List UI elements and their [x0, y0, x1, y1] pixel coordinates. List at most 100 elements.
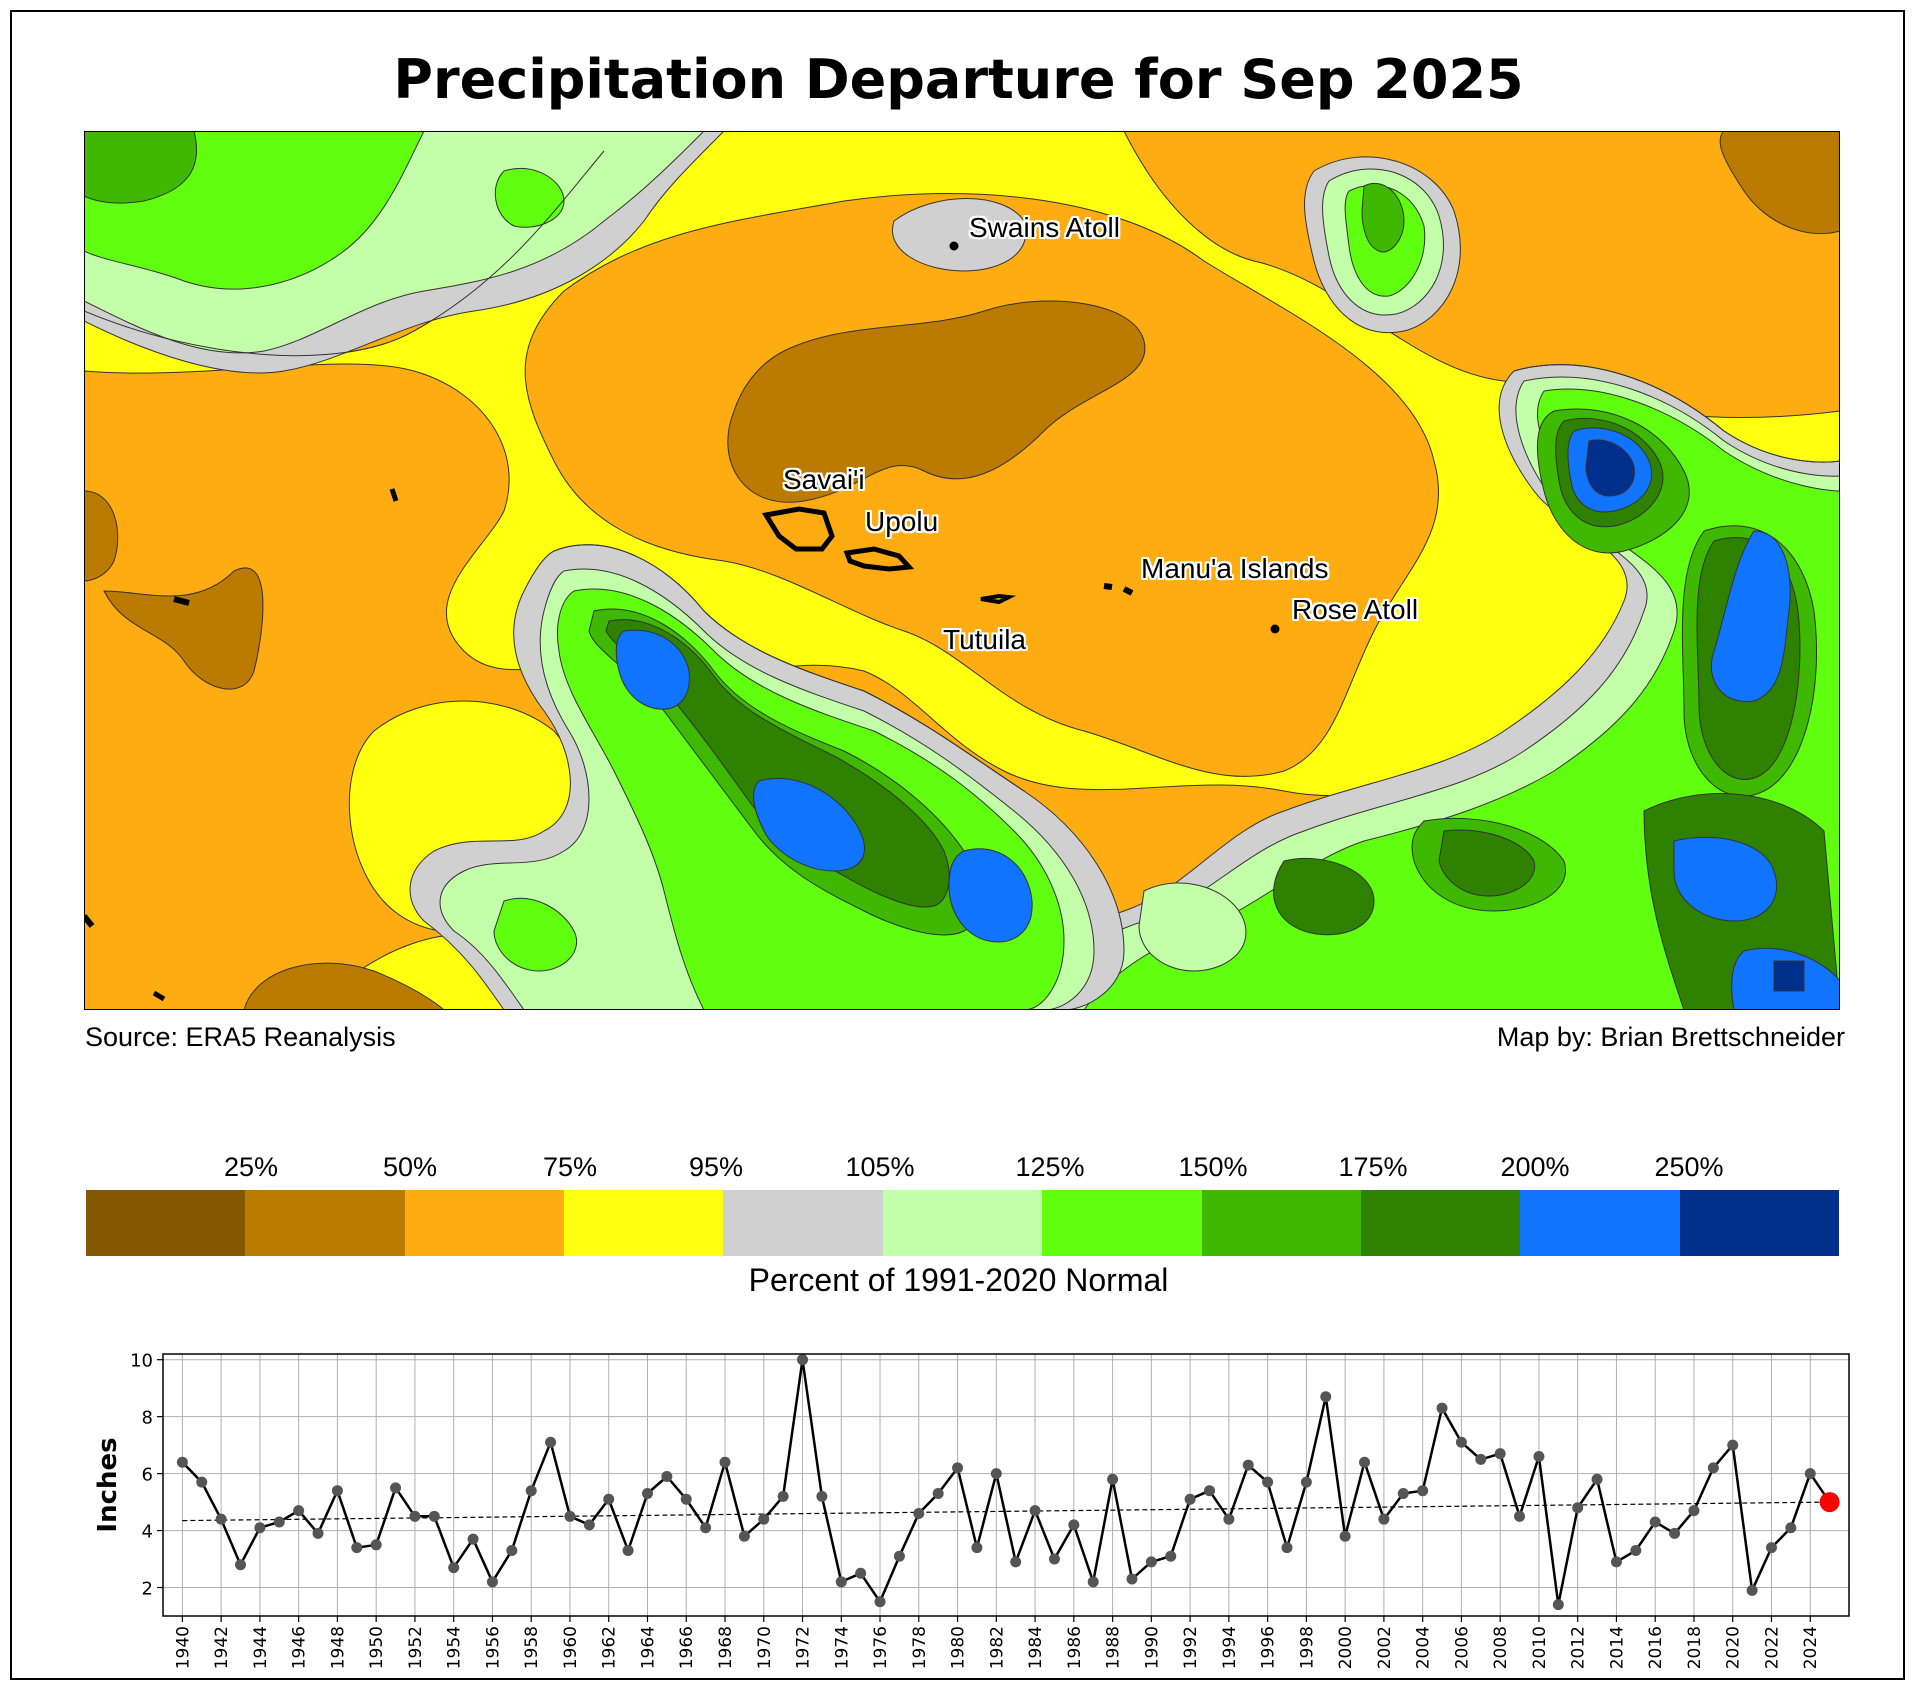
- chart-x-tick-label: 1978: [910, 1626, 930, 1669]
- legend-tick: 50%: [382, 1152, 438, 1182]
- chart-x-tick-label: 1976: [871, 1626, 891, 1669]
- chart-point: [932, 1488, 944, 1500]
- chart-x-tick-label: 1958: [522, 1626, 542, 1669]
- chart-point: [1339, 1530, 1351, 1542]
- place-label-manua-islands: Manu'a Islands: [1141, 553, 1329, 584]
- chart-point: [1242, 1459, 1254, 1471]
- chart-y-tick-label: 4: [142, 1522, 153, 1543]
- chart-x-tick-label: 2000: [1336, 1626, 1356, 1669]
- chart-y-tick-label: 6: [142, 1465, 153, 1486]
- chart-x-tick-label: 1944: [251, 1626, 271, 1669]
- chart-point: [641, 1488, 653, 1500]
- chart-y-axis-label: Inches: [93, 1437, 123, 1532]
- chart-point: [816, 1490, 828, 1502]
- chart-point: [661, 1470, 673, 1482]
- chart-x-tick-label: 1974: [832, 1626, 852, 1669]
- chart-point: [1010, 1556, 1022, 1568]
- chart-point: [622, 1545, 634, 1556]
- chart-y-tick-label: 2: [142, 1579, 153, 1600]
- chart-point: [1203, 1485, 1215, 1497]
- chart-point: [1785, 1522, 1797, 1534]
- chart-x-tick-label: 1942: [212, 1626, 232, 1669]
- chart-x-tick-label: 2014: [1607, 1626, 1627, 1669]
- chart-x-tick-label: 1956: [483, 1626, 503, 1669]
- chart-point: [1300, 1476, 1312, 1488]
- chart-point: [331, 1485, 343, 1497]
- chart-point: [1572, 1502, 1584, 1514]
- chart-x-tick-label: 2012: [1569, 1626, 1589, 1669]
- chart-point: [1184, 1493, 1196, 1505]
- chart-point: [1320, 1391, 1332, 1403]
- chart-x-tick-label: 1992: [1181, 1626, 1201, 1669]
- chart-x-tick-label: 1994: [1220, 1626, 1240, 1669]
- chart-point: [777, 1490, 789, 1502]
- chart-point: [1397, 1488, 1409, 1500]
- chart-point: [680, 1493, 692, 1505]
- time-series-chart: 2 4 6 8 10 1940 1942 1944 1946 1948 1950 1952 1954 1…: [0, 1340, 1917, 1685]
- chart-point: [1087, 1576, 1099, 1588]
- chart-point: [196, 1476, 208, 1488]
- chart-x-tick-label: 1954: [445, 1626, 465, 1669]
- chart-point: [700, 1522, 712, 1534]
- chart-point: [409, 1510, 421, 1522]
- chart-x-tick-label: 2018: [1685, 1626, 1705, 1669]
- chart-point: [855, 1567, 867, 1579]
- chart-x-tick-label: 1972: [794, 1626, 814, 1669]
- legend-color-swatch: [564, 1190, 724, 1256]
- chart-x-tick-label: 1982: [987, 1626, 1007, 1669]
- chart-point: [1068, 1519, 1080, 1531]
- chart-point: [564, 1510, 576, 1522]
- chart-point: [1359, 1456, 1371, 1468]
- legend-color-swatch: [723, 1190, 883, 1256]
- place-label-upolu: Upolu: [865, 506, 939, 537]
- legend-color-swatch: [1360, 1190, 1521, 1256]
- legend-tick: 75%: [542, 1152, 598, 1182]
- legend-color-swatch: [882, 1190, 1043, 1256]
- chart-point: [990, 1468, 1002, 1480]
- chart-point: [1494, 1448, 1506, 1460]
- chart-point: [293, 1505, 305, 1517]
- legend-color-bar: [86, 1190, 1839, 1256]
- legend-color-swatch: [86, 1190, 246, 1256]
- figure-frame: [10, 10, 1905, 1680]
- chart-point: [1727, 1439, 1739, 1451]
- legend-tick: 25%: [223, 1152, 279, 1182]
- chart-point: [273, 1516, 285, 1528]
- chart-point: [1514, 1510, 1526, 1522]
- legend-tick: 250%: [1654, 1152, 1724, 1182]
- chart-point: [1145, 1556, 1157, 1568]
- chart-point: [1417, 1485, 1429, 1497]
- chart-x-tick-label: 1966: [677, 1626, 697, 1669]
- chart-x-tick-label: 1990: [1142, 1626, 1162, 1669]
- chart-point: [1630, 1545, 1642, 1556]
- chart-point: [1669, 1527, 1681, 1539]
- chart-point: [719, 1456, 731, 1468]
- chart-x-tick-label: 1952: [406, 1626, 426, 1669]
- chart-point: [1610, 1556, 1622, 1568]
- chart-point: [1378, 1513, 1390, 1525]
- chart-point: [254, 1522, 266, 1534]
- chart-point: [506, 1545, 518, 1556]
- chart-x-tick-label: 1998: [1297, 1626, 1317, 1669]
- legend-color-swatch: [1201, 1190, 1361, 1256]
- chart-x-tick-label: 1986: [1065, 1626, 1085, 1669]
- legend-tick: 200%: [1500, 1152, 1570, 1182]
- chart-point: [1533, 1451, 1545, 1463]
- legend-tick: 150%: [1178, 1152, 1248, 1182]
- chart-x-tick-label: 2004: [1414, 1626, 1434, 1669]
- chart-x-tick-label: 2016: [1646, 1626, 1666, 1669]
- chart-x-tick-label: 2002: [1375, 1626, 1395, 1669]
- chart-point: [738, 1530, 750, 1542]
- chart-point: [448, 1562, 460, 1574]
- chart-point: [176, 1456, 188, 1468]
- chart-point: [913, 1507, 925, 1519]
- chart-point: [486, 1576, 498, 1588]
- figure-title: Precipitation Departure for Sep 2025: [393, 48, 1524, 111]
- chart-point: [1475, 1453, 1487, 1465]
- chart-x-tick-label: 2006: [1452, 1626, 1472, 1669]
- chart-point: [1688, 1505, 1700, 1517]
- chart-point: [1262, 1476, 1274, 1488]
- chart-point: [1048, 1553, 1060, 1565]
- chart-plot-border: [162, 1353, 1850, 1617]
- source-text: Source: ERA5 Reanalysis: [85, 1022, 396, 1052]
